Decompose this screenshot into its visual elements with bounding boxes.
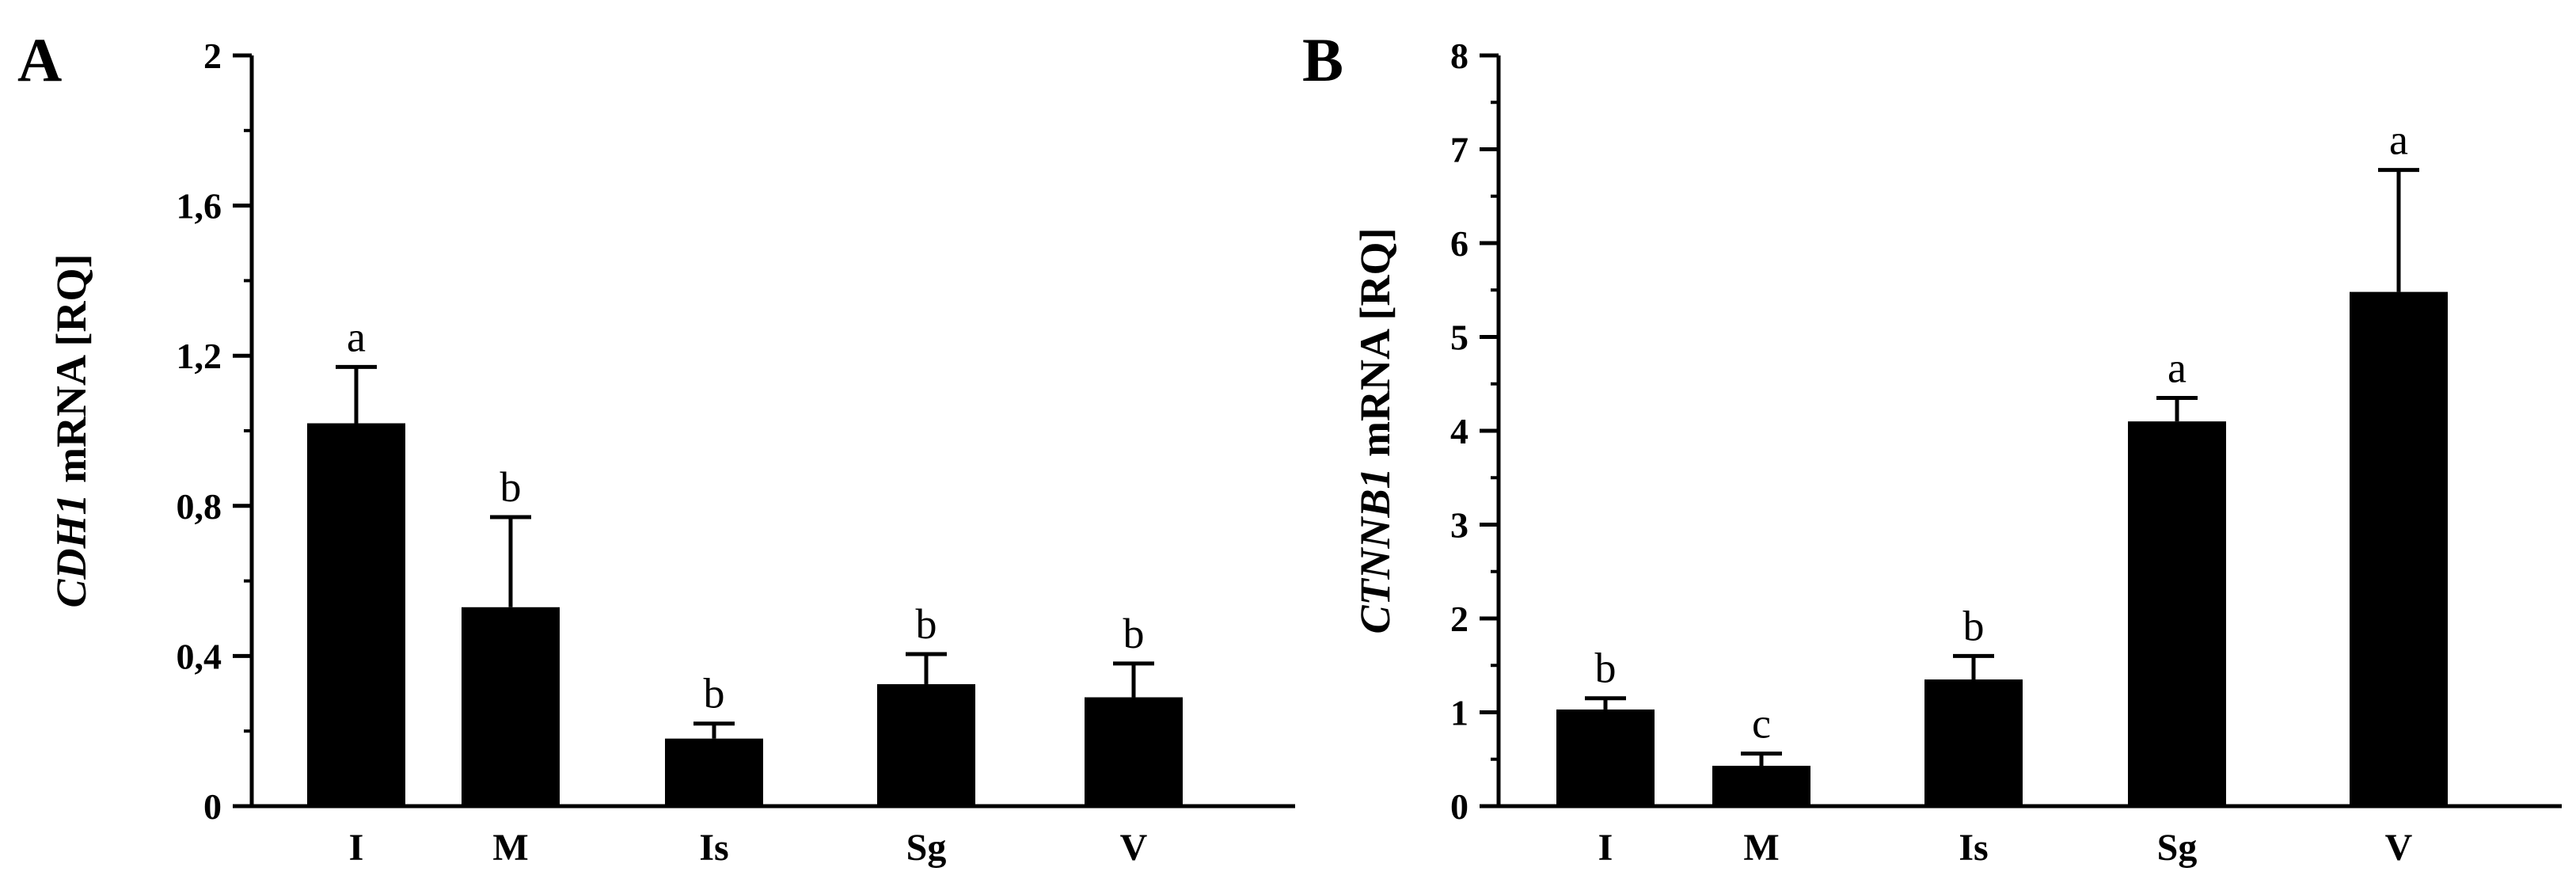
significance-letter: a (2389, 116, 2408, 164)
y-tick-label: 2 (1450, 599, 1468, 639)
significance-letter: a (2168, 344, 2187, 392)
y-axis-label: CTNNB1 mRNA [RQ] (1351, 228, 1399, 634)
x-tick-label: Is (699, 827, 728, 869)
y-axis-label-gene: CTNNB1 (1351, 467, 1399, 634)
y-tick-label: 0 (1450, 786, 1468, 827)
y-tick-label: 6 (1450, 223, 1468, 264)
bar (877, 683, 975, 806)
y-tick-label: 0 (203, 786, 222, 827)
x-tick-label: I (349, 827, 364, 869)
panel-a: A CDH1 mRNA [RQ] 0 0,4 0,8 1,2 1,6 2 a Ib Mb Is b Sg b… (17, 25, 1295, 869)
significance-letter: b (1963, 602, 1985, 649)
x-tick-label: V (2385, 827, 2413, 869)
x-tick-label: M (1743, 827, 1779, 869)
y-axis-label-unit: mRNA [RQ] (47, 254, 95, 494)
bar (1712, 766, 1810, 806)
panel-label: A (17, 25, 62, 94)
bar (307, 423, 405, 806)
x-tick-label: Sg (906, 827, 947, 869)
bar (1924, 679, 2023, 806)
bar (665, 738, 763, 806)
panel-b: B CTNNB1 mRNA [RQ] 0 1 2 3 4 5 6 7 8 b Ic Mb Is a Sg a V (1302, 25, 2562, 869)
y-tick-label: 1 (1450, 693, 1468, 733)
y-axis-label-gene: CDH1 (47, 493, 95, 607)
y-axis-label-unit: mRNA [RQ] (1351, 228, 1399, 468)
y-tick-label: 0,8 (177, 486, 222, 527)
y-tick-label: 2 (203, 36, 222, 76)
panel-label: B (1302, 25, 1343, 94)
x-tick-label: M (492, 827, 528, 869)
y-tick-label: 5 (1450, 318, 1468, 358)
significance-letter: b (1123, 610, 1145, 657)
significance-letter: a (347, 313, 366, 360)
y-axis-label: CDH1 mRNA [RQ] (47, 254, 95, 608)
y-tick-label: 1,2 (177, 336, 222, 376)
x-tick-label: I (1598, 827, 1613, 869)
y-tick-label: 0,4 (177, 636, 222, 676)
x-tick-label: Is (1959, 827, 1988, 869)
bar (2128, 421, 2226, 806)
bar (2350, 291, 2448, 806)
y-tick-label: 8 (1450, 36, 1468, 76)
x-tick-label: V (1120, 827, 1148, 869)
y-tick-label: 7 (1450, 130, 1468, 170)
significance-letter: b (1595, 645, 1617, 692)
x-tick-label: Sg (2157, 827, 2198, 869)
significance-letter: b (704, 670, 725, 717)
y-tick-label: 3 (1450, 505, 1468, 546)
bar (1085, 697, 1183, 806)
significance-letter: b (500, 463, 522, 511)
significance-letter: b (916, 600, 937, 648)
bar (462, 607, 560, 806)
y-tick-label: 1,6 (177, 186, 222, 226)
y-tick-label: 4 (1450, 411, 1468, 451)
bar (1556, 709, 1655, 806)
significance-letter: c (1752, 700, 1771, 748)
